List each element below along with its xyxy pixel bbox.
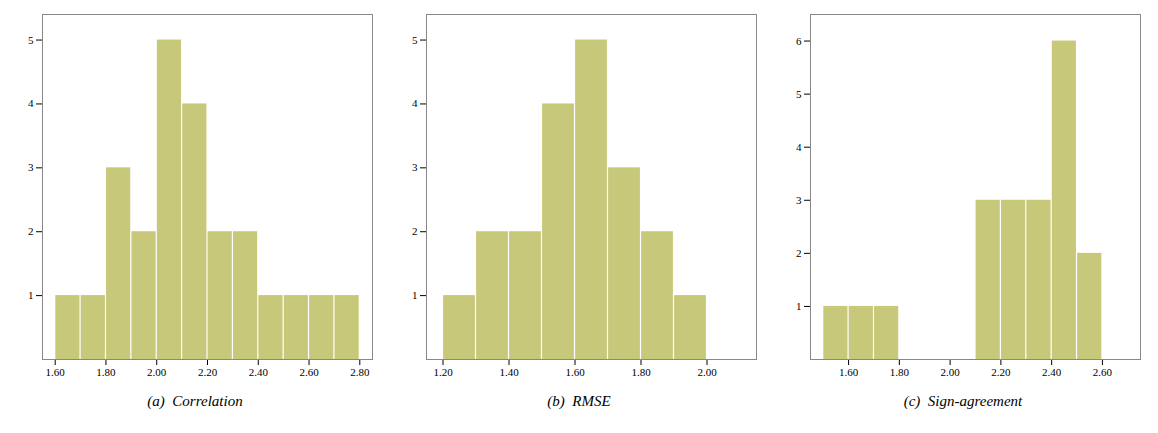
svg-text:2.40: 2.40 — [1042, 366, 1062, 378]
svg-text:3: 3 — [28, 161, 34, 173]
svg-text:1.20: 1.20 — [433, 366, 453, 378]
svg-text:1.60: 1.60 — [839, 366, 859, 378]
svg-text:1: 1 — [28, 289, 34, 301]
svg-text:2.20: 2.20 — [198, 366, 218, 378]
svg-text:1: 1 — [796, 300, 802, 312]
svg-text:4: 4 — [796, 141, 802, 153]
svg-text:2.00: 2.00 — [697, 366, 717, 378]
svg-text:2.40: 2.40 — [249, 366, 269, 378]
svg-text:2.20: 2.20 — [991, 366, 1011, 378]
html-text:(c) Sign-agreement: (c) Sign-agreement — [903, 393, 1023, 409]
svg-text:3: 3 — [796, 194, 802, 206]
svg-text:2.60: 2.60 — [299, 366, 319, 378]
svg-text:5: 5 — [412, 34, 418, 46]
svg-text:2.60: 2.60 — [1093, 366, 1113, 378]
svg-text:1.80: 1.80 — [96, 366, 116, 378]
html-text:(a) Correlation: (a) Correlation — [147, 393, 243, 409]
svg-text:5: 5 — [796, 88, 802, 100]
svg-text:5: 5 — [28, 34, 34, 46]
svg-text:1.80: 1.80 — [631, 366, 651, 378]
svg-text:3: 3 — [412, 161, 418, 173]
svg-text:4: 4 — [412, 97, 418, 109]
svg-text:1.80: 1.80 — [890, 366, 910, 378]
svg-text:1.60: 1.60 — [565, 366, 585, 378]
svg-text:2.80: 2.80 — [350, 366, 370, 378]
svg-text:2: 2 — [412, 225, 418, 237]
svg-text:2.00: 2.00 — [940, 366, 960, 378]
svg-text:1.60: 1.60 — [46, 366, 66, 378]
svg-text:1: 1 — [412, 289, 418, 301]
svg-text:2.00: 2.00 — [147, 366, 167, 378]
svg-text:6: 6 — [796, 35, 802, 47]
svg-text:2: 2 — [796, 247, 802, 259]
svg-text:4: 4 — [28, 97, 34, 109]
svg-text:2: 2 — [28, 225, 34, 237]
html-text:(b) RMSE: (b) RMSE — [547, 393, 611, 409]
svg-text:1.40: 1.40 — [499, 366, 519, 378]
